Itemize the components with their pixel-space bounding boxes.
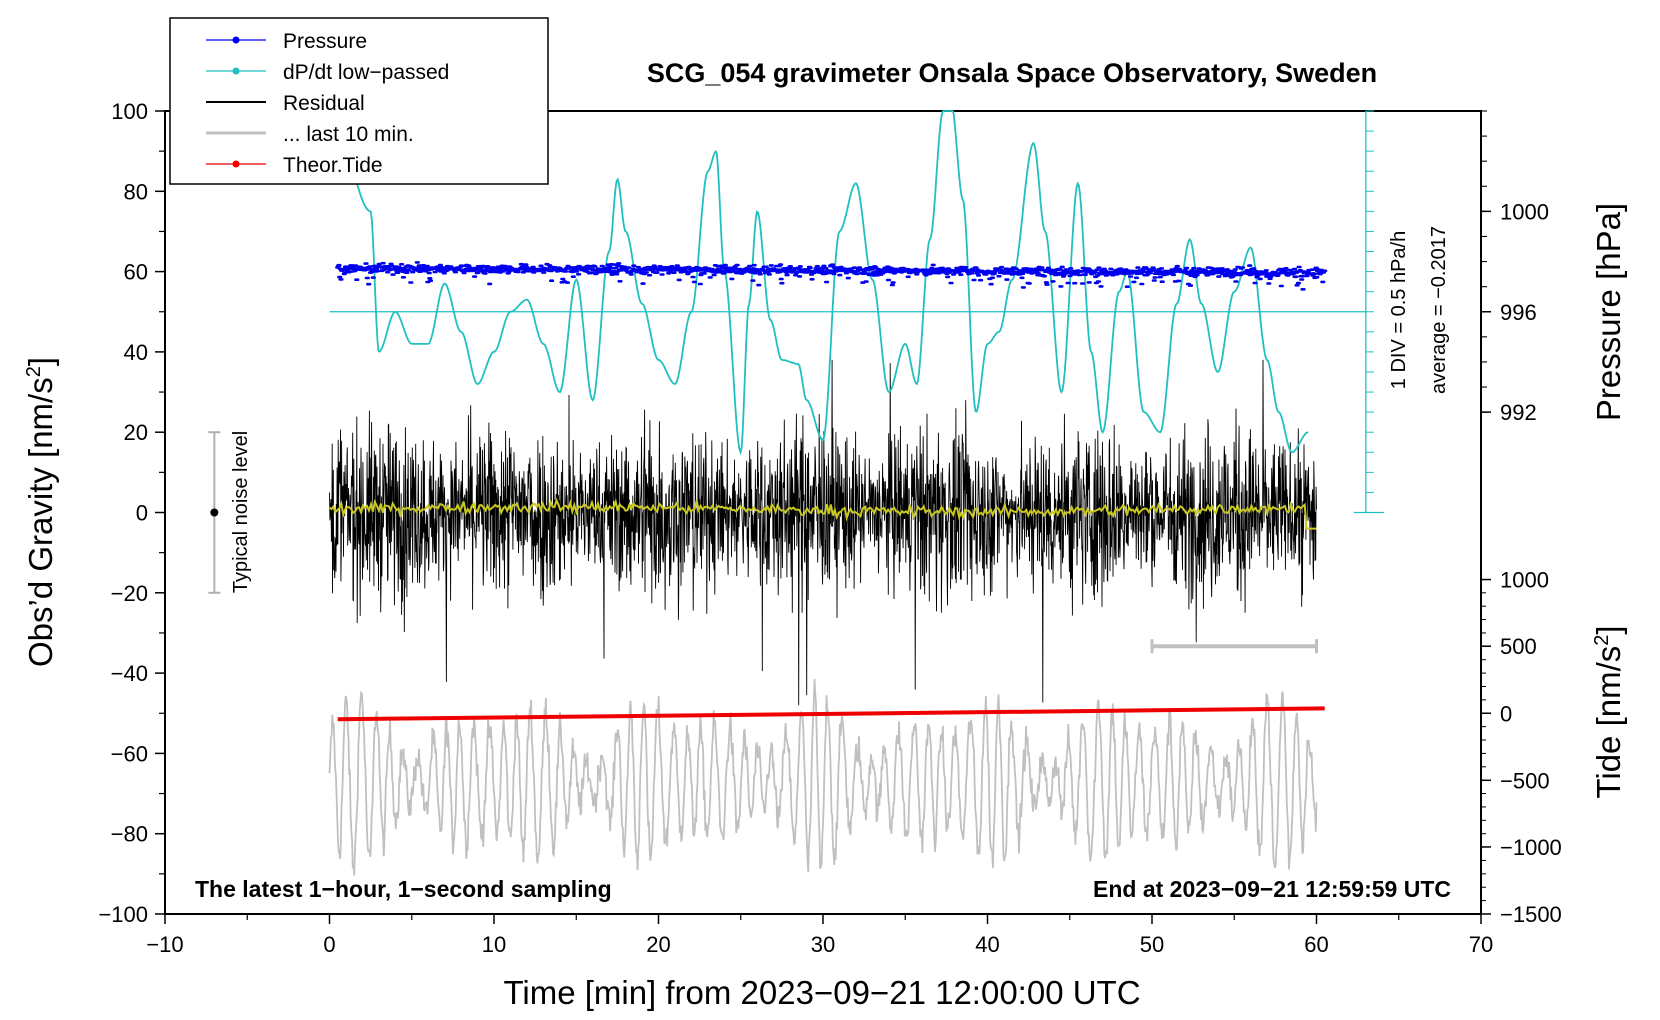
axis-layer: −10 0 10 20 30 40 50 60 70100806040200−20−40−60−… [98,99,1561,957]
y-tick-label: 0 [136,501,148,526]
pressure-tick-label: 992 [1500,400,1537,425]
x-tick-label: 60 [1304,932,1328,957]
tide-tick-label: −1000 [1500,835,1562,860]
legend-entry-pressure: Pressure [206,30,367,53]
y-tick-label: 100 [111,99,148,124]
y-tick-label: 20 [124,420,148,445]
series-last10min [328,679,1318,876]
noise-level-label: Typical noise level [230,431,252,593]
tide-tick-label: −1500 [1500,902,1562,927]
legend-entry-last10: ... last 10 min. [206,123,414,146]
series-running-mean [328,497,1317,530]
y-tick-label: −20 [111,581,148,606]
x-tick-label: 10 [482,932,506,957]
noise-level-dot [210,508,219,517]
series-residual [329,359,1317,706]
y-tick-label: 60 [124,260,148,285]
series-layer [208,110,1384,876]
y-tick-label: 40 [124,340,148,365]
svg-text:Theor.Tide: Theor.Tide [283,154,383,177]
x-tick-label: 0 [323,932,335,957]
chart-title: SCG_054 gravimeter Onsala Space Observat… [647,58,1377,88]
y-tick-label: −60 [111,741,148,766]
tide-tick-label: 1000 [1500,568,1549,593]
legend: Pressure dP/dt low−passed Residual ... l… [169,17,549,185]
pressure-dots [335,261,1328,291]
div-scale-label: 1 DIV = 0.5 hPa/h [1388,231,1410,389]
y-axis-title-left: Obs’d Gravity [nm/s2] [22,357,59,667]
x-axis-title: Time [min] from 2023−09−21 12:00:00 UTC [503,974,1140,1011]
tide-tick-label: −500 [1500,768,1550,793]
x-tick-label: 30 [811,932,835,957]
x-tick-label: −10 [146,932,183,957]
svg-text:Pressure: Pressure [283,30,367,53]
x-tick-label: 40 [975,932,999,957]
series-theor-tide [337,706,1325,722]
y-tick-label: 80 [124,179,148,204]
pressure-tick-label: 1000 [1500,199,1549,224]
svg-text:dP/dt low−passed: dP/dt low−passed [283,61,449,84]
end-time-note: End at 2023−09−21 12:59:59 UTC [1093,876,1451,902]
series-pressure [335,261,1328,291]
legend-box [169,17,549,185]
y-tick-label: −80 [111,822,148,847]
svg-text:Residual: Residual [283,92,365,115]
x-tick-label: 70 [1469,932,1493,957]
tide-tick-label: 0 [1500,701,1512,726]
legend-entry-tide: Theor.Tide [206,154,383,177]
y-tick-label: −40 [111,661,148,686]
legend-entry-dpdt: dP/dt low−passed [206,61,449,84]
sampling-note: The latest 1−hour, 1−second sampling [195,876,612,902]
tide-tick-label: 500 [1500,634,1537,659]
y-axis-title-tide: Tide [nm/s2] [1590,625,1627,798]
x-tick-label: 20 [646,932,670,957]
y-axis-title-pressure: Pressure [hPa] [1590,203,1627,421]
legend-entry-residual: Residual [206,92,365,115]
svg-text:... last 10 min.: ... last 10 min. [283,123,414,146]
y-tick-label: −100 [98,902,148,927]
dpdt-average-label: average = −0.2017 [1428,226,1450,394]
pressure-tick-label: 996 [1500,300,1537,325]
series-dpdt [329,110,1309,456]
x-tick-label: 50 [1140,932,1164,957]
